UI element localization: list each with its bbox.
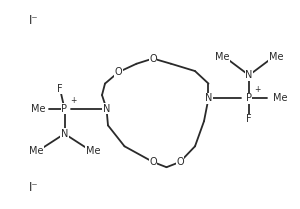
- Text: Me: Me: [215, 52, 229, 62]
- Text: Me: Me: [273, 93, 287, 103]
- Text: O: O: [149, 157, 157, 167]
- Text: P: P: [61, 104, 68, 114]
- Text: N: N: [103, 104, 110, 114]
- Text: O: O: [115, 67, 122, 77]
- Text: Me: Me: [86, 146, 100, 156]
- Text: I⁻: I⁻: [28, 181, 38, 194]
- Text: Me: Me: [269, 52, 283, 62]
- Text: +: +: [70, 96, 76, 105]
- Text: +: +: [254, 85, 261, 94]
- Text: F: F: [57, 84, 63, 94]
- Text: N: N: [205, 93, 212, 103]
- Text: O: O: [176, 157, 184, 167]
- Text: I⁻: I⁻: [28, 14, 38, 27]
- Text: F: F: [246, 114, 252, 124]
- Text: O: O: [149, 54, 157, 64]
- Text: N: N: [61, 129, 68, 139]
- Text: Me: Me: [31, 104, 45, 114]
- Text: P: P: [246, 93, 252, 103]
- Text: N: N: [245, 70, 253, 80]
- Text: Me: Me: [29, 146, 43, 156]
